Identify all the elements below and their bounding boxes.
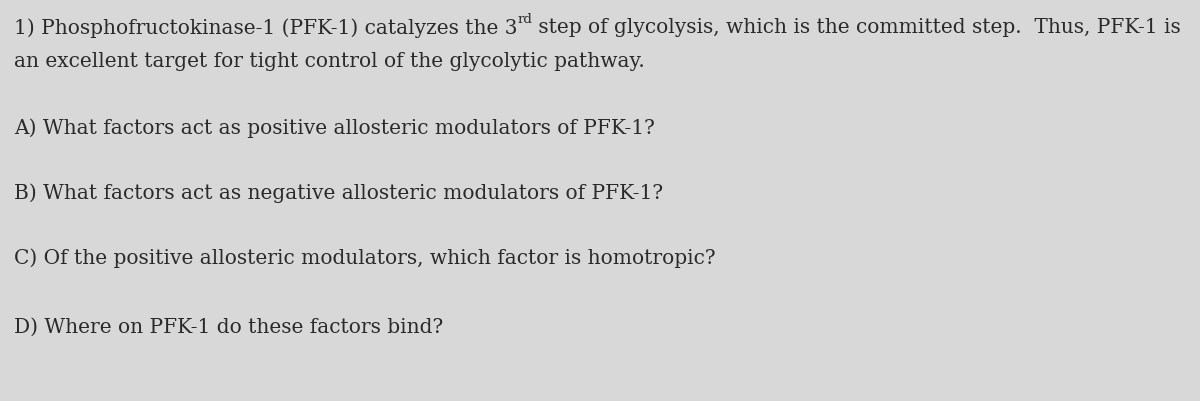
Text: rd: rd (517, 13, 533, 26)
Text: step of glycolysis, which is the committed step.  Thus, PFK-1 is: step of glycolysis, which is the committ… (533, 18, 1181, 37)
Text: C) Of the positive allosteric modulators, which factor is homotropic?: C) Of the positive allosteric modulators… (14, 247, 715, 267)
Text: D) Where on PFK-1 do these factors bind?: D) Where on PFK-1 do these factors bind? (14, 317, 443, 336)
Text: B) What factors act as negative allosteric modulators of PFK-1?: B) What factors act as negative alloster… (14, 182, 664, 202)
Text: an excellent target for tight control of the glycolytic pathway.: an excellent target for tight control of… (14, 52, 644, 71)
Text: A) What factors act as positive allosteric modulators of PFK-1?: A) What factors act as positive alloster… (14, 118, 655, 137)
Text: 1) Phosphofructokinase-1 (PFK-1) catalyzes the 3: 1) Phosphofructokinase-1 (PFK-1) catalyz… (14, 18, 517, 38)
